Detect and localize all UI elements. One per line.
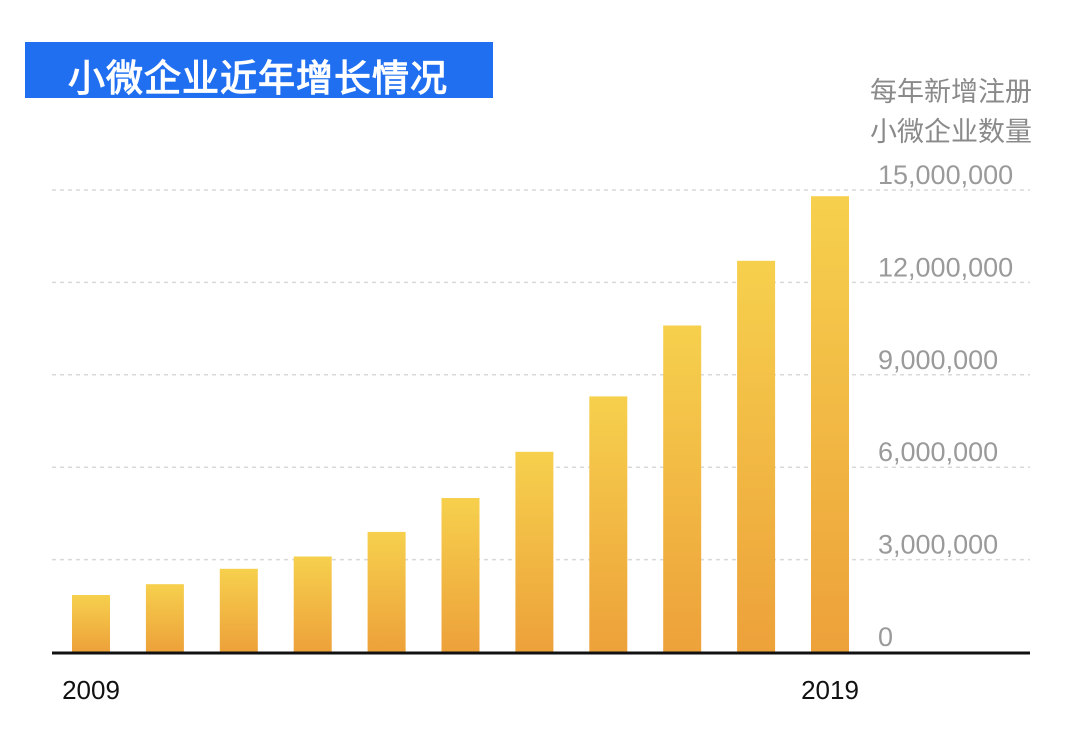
y-tick-label: 9,000,000 bbox=[878, 345, 998, 375]
y-tick-label: 12,000,000 bbox=[878, 252, 1013, 282]
chart-title: 小微企业近年增长情况 bbox=[68, 57, 448, 100]
y-tick-labels: 0 3,000,000 6,000,000 9,000,000 12,000,000 15… bbox=[878, 160, 1013, 652]
y-axis-unit-label-line-2: 小微企业数量 bbox=[870, 117, 1032, 148]
y-tick-label: 3,000,000 bbox=[878, 530, 998, 560]
bar-2014 bbox=[441, 498, 480, 652]
y-tick-label: 6,000,000 bbox=[878, 437, 998, 467]
bar-2015 bbox=[515, 451, 554, 652]
x-tick-labels: 2009 2019 bbox=[62, 675, 859, 705]
y-axis-unit-label-line-1: 每年新增注册 bbox=[870, 77, 1032, 108]
y-tick-label: 0 bbox=[878, 622, 893, 652]
bar-2011 bbox=[219, 568, 258, 652]
x-tick-label: 2009 bbox=[62, 675, 120, 705]
bar-2019 bbox=[811, 196, 849, 652]
bar-2012 bbox=[293, 556, 332, 652]
bars bbox=[72, 196, 849, 652]
bar-2017 bbox=[663, 325, 702, 652]
bar-2010 bbox=[145, 584, 184, 652]
title-banner bbox=[25, 42, 493, 98]
x-tick-label: 2019 bbox=[801, 675, 859, 705]
bar-2009 bbox=[72, 595, 110, 652]
bar-2018 bbox=[737, 260, 776, 652]
bar-2016 bbox=[589, 396, 628, 652]
bar-2013 bbox=[367, 531, 406, 652]
y-tick-label: 15,000,000 bbox=[878, 160, 1013, 190]
